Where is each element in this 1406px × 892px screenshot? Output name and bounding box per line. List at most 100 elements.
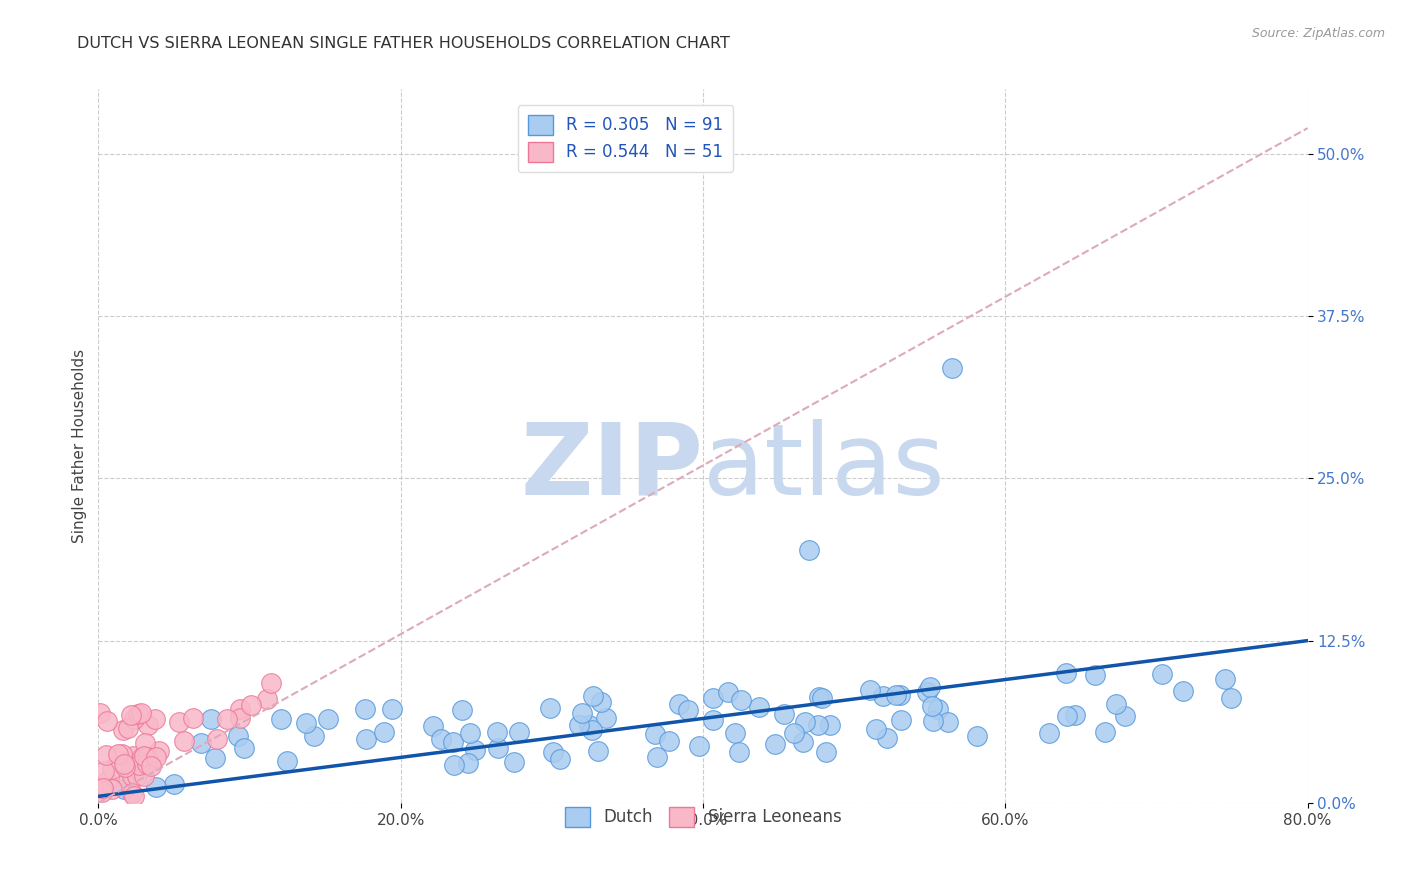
Point (792, 735, 814, 749)
Point (717, 685, 740, 699)
Point (463, 742, 485, 756)
Point (226, 729, 249, 743)
Point (122, 748, 145, 763)
Point (112, 723, 135, 737)
Point (441, 735, 464, 749)
Point (1219, 690, 1241, 705)
Point (1150, 666, 1173, 681)
Point (181, 711, 204, 725)
Point (927, 702, 949, 716)
Point (91, 781, 114, 796)
Point (117, 721, 139, 735)
Legend: Dutch, Sierra Leoneans: Dutch, Sierra Leoneans (558, 800, 848, 834)
Point (730, 692, 752, 706)
Point (111, 747, 134, 761)
Point (1105, 697, 1128, 711)
Point (568, 717, 591, 731)
Point (135, 756, 157, 771)
Point (586, 744, 609, 758)
Point (1056, 709, 1078, 723)
Point (678, 703, 700, 717)
Point (1213, 672, 1236, 686)
Point (136, 754, 159, 768)
Point (101, 762, 124, 776)
Point (260, 676, 283, 690)
Text: DUTCH VS SIERRA LEONEAN SINGLE FATHER HOUSEHOLDS CORRELATION CHART: DUTCH VS SIERRA LEONEAN SINGLE FATHER HO… (77, 36, 730, 51)
Point (548, 752, 571, 766)
Point (921, 714, 943, 728)
Point (121, 786, 143, 800)
Point (93, 764, 115, 778)
Point (353, 702, 375, 716)
Point (1038, 725, 1060, 739)
Point (270, 712, 292, 726)
Point (114, 755, 136, 769)
Point (884, 688, 907, 702)
Point (814, 745, 837, 759)
Point (818, 718, 841, 732)
Point (163, 777, 186, 791)
Point (131, 750, 153, 764)
Point (190, 736, 212, 750)
Point (101, 781, 124, 796)
Point (132, 769, 155, 783)
Text: atlas: atlas (703, 419, 945, 516)
Point (724, 725, 747, 739)
Point (381, 701, 404, 715)
Point (134, 737, 156, 751)
Point (486, 740, 509, 755)
Point (145, 749, 167, 764)
Point (117, 773, 139, 788)
Point (90, 781, 112, 796)
Point (1054, 666, 1077, 681)
Point (688, 739, 710, 753)
Point (107, 747, 129, 761)
Point (122, 789, 145, 803)
Point (486, 724, 509, 739)
Point (148, 744, 170, 758)
Point (773, 706, 796, 721)
Point (122, 712, 145, 726)
Point (145, 780, 167, 794)
Point (457, 756, 479, 770)
Point (727, 745, 749, 759)
Point (128, 757, 150, 772)
Point (167, 715, 190, 730)
Point (229, 702, 252, 716)
Point (229, 711, 252, 725)
Point (865, 722, 887, 736)
Point (232, 741, 254, 756)
Point (135, 750, 157, 764)
Point (443, 758, 465, 772)
Point (204, 751, 226, 765)
Point (876, 731, 898, 745)
Point (889, 688, 911, 702)
Point (589, 694, 612, 708)
Point (173, 734, 195, 748)
Point (807, 718, 830, 732)
Point (373, 724, 395, 739)
Point (502, 755, 524, 769)
Point (132, 748, 155, 763)
Point (205, 731, 228, 746)
Point (578, 717, 600, 731)
Point (120, 708, 142, 723)
Point (748, 700, 770, 714)
Y-axis label: Single Father Households: Single Father Households (72, 349, 87, 543)
Point (127, 706, 149, 721)
Point (127, 769, 149, 783)
Point (543, 745, 565, 759)
Point (114, 760, 136, 774)
Point (966, 729, 988, 743)
Point (581, 690, 603, 704)
Point (356, 731, 378, 746)
Point (90, 785, 112, 799)
Point (121, 769, 143, 783)
Point (508, 724, 530, 739)
Point (941, 361, 963, 376)
Point (136, 718, 159, 732)
Point (295, 716, 318, 731)
Point (645, 750, 668, 764)
Point (890, 713, 912, 727)
Point (112, 781, 135, 796)
